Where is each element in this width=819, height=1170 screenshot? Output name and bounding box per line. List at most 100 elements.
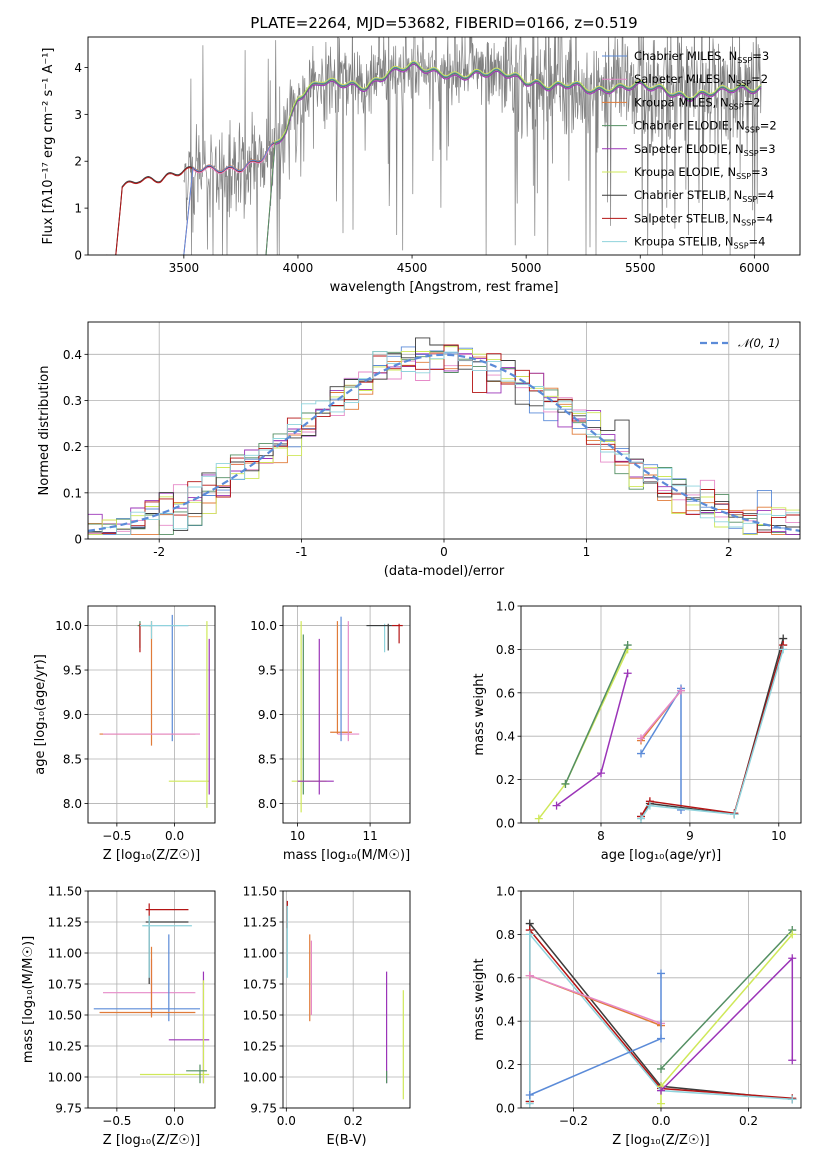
panel-age_vs_mass: 10 11 8.0 8.5 9.0 9.5 10.0 mass [log₁₀(M/M☉)] — [250, 605, 411, 863]
weight-marker-salpeter_elodie — [623, 669, 632, 678]
x-tick-label: 5000 — [511, 261, 542, 275]
legend-label: 𝒩(0, 1) — [738, 336, 780, 350]
y-tick-label: 0.1 — [63, 486, 82, 500]
x-tick-label: 10 — [771, 829, 786, 843]
weight-line-salpeter_miles — [640, 690, 682, 739]
weight-marker-salpeter_elodie — [597, 769, 605, 778]
y-tick-label: 0 — [74, 533, 82, 547]
x-tick-label: 10 — [290, 829, 305, 843]
weight-marker-salpeter_elodie — [788, 1056, 797, 1065]
y-tick-label: 0.4 — [63, 348, 82, 362]
x-tick-label: 0 — [440, 545, 448, 559]
y-tick-label: 0.4 — [496, 730, 515, 744]
y-tick-label: 0.2 — [63, 440, 82, 454]
x-tick-label: 4500 — [397, 261, 428, 275]
x-axis-label: mass [log₁₀(M/M☉)] — [283, 848, 410, 863]
weight-marker-kroupa_stelib — [645, 801, 654, 810]
x-tick-label: 0.2 — [344, 1114, 363, 1128]
weight-marker-kroupa_stelib — [730, 810, 739, 819]
x-axis-label: E(B-V) — [326, 1133, 366, 1148]
y-axis-label: mass weight — [472, 673, 487, 755]
legend-label: Kroupa ELODIE, NSSP=3 — [634, 165, 768, 181]
y-axis-label: age [log₁₀(age/yr)] — [33, 654, 48, 775]
x-tick-label: −0.5 — [102, 1114, 131, 1128]
axes-frame — [520, 605, 802, 824]
weight-line-chabrier_elodie — [660, 929, 793, 1070]
axes-frame — [520, 890, 802, 1109]
weight-marker-kroupa_elodie — [788, 930, 797, 939]
y-tick-label: 11.00 — [48, 947, 82, 961]
spectrum-model-salpeter_elodie — [265, 63, 762, 255]
x-tick-label: 0.0 — [165, 1114, 184, 1128]
legend-label: Kroupa MILES, NSSP=2 — [634, 95, 760, 111]
y-tick-label: 9.75 — [55, 1102, 82, 1116]
y-tick-label: 11.00 — [243, 947, 277, 961]
y-tick-label: 10.75 — [243, 978, 277, 992]
normal-curve — [88, 353, 800, 532]
weight-line-kroupa_stelib — [640, 649, 784, 820]
weight-marker-chabrier_miles — [525, 1090, 534, 1099]
y-tick-label: 9.0 — [258, 708, 277, 722]
weight-marker-salpeter_elodie — [657, 1086, 665, 1095]
weight-marker-kroupa_stelib — [525, 930, 534, 939]
y-tick-label: 8.0 — [258, 797, 277, 811]
weight-marker-kroupa_elodie — [534, 814, 543, 823]
y-tick-label: 1.0 — [496, 885, 515, 899]
y-tick-label: 10.0 — [55, 619, 82, 633]
x-tick-label: −0.5 — [102, 829, 131, 843]
spectrum-data-line — [183, 37, 762, 255]
axes-frame — [87, 321, 801, 540]
y-tick-label: 0.8 — [496, 928, 515, 942]
spectrum-model-chabrier_elodie — [265, 62, 762, 255]
x-axis-label: Z [log₁₀(Z/Z☉)] — [612, 1133, 709, 1148]
axes-frame — [282, 890, 411, 1109]
histogram-kroupa_stelib — [88, 351, 800, 535]
x-tick-label: 3500 — [169, 261, 200, 275]
x-tick-label: -2 — [153, 545, 165, 559]
y-tick-label: 10.0 — [250, 619, 277, 633]
x-tick-label: 8 — [597, 829, 605, 843]
panel-spectrum: 3500 4000 4500 5000 5500 6000 0 1 2 3 4 wavelength … — [41, 36, 801, 295]
y-tick-label: 4 — [74, 61, 82, 75]
weight-marker-kroupa_stelib — [788, 1095, 797, 1104]
y-tick-label: 10.75 — [48, 978, 82, 992]
y-tick-label: 9.5 — [258, 664, 277, 678]
spectrum-legend: Chabrier MILES, NSSP=3 Salpeter MILES, NS… — [602, 49, 777, 251]
spectrum-model-kroupa_elodie — [265, 60, 762, 255]
y-tick-label: 11.50 — [48, 885, 82, 899]
x-axis-label: age [log₁₀(age/yr)] — [601, 848, 722, 863]
weight-marker-kroupa_elodie — [657, 1099, 665, 1108]
x-tick-label: 9 — [686, 829, 694, 843]
axes-frame — [87, 36, 801, 256]
x-tick-label: 5500 — [625, 261, 656, 275]
panel-mass_weight_vs_Z: −0.2 0.0 0.2 0.0 0.2 0.4 0.6 0.8 1.0 Z [log₁₀(Z/Z… — [472, 885, 802, 1148]
panel-mass_vs_Z: −0.5 0.0 9.75 10.00 10.25 10.50 10.75 11.00 11.2… — [21, 885, 216, 1148]
plot-area — [88, 606, 215, 823]
y-tick-label: 0.8 — [496, 643, 515, 657]
legend-label: Salpeter MILES, NSSP=2 — [634, 72, 768, 88]
axes-frame — [282, 605, 411, 824]
panel-mass_weight_vs_age: 8 9 10 0.0 0.2 0.4 0.6 0.8 1.0 age [log₁₀(age/yr)… — [472, 600, 802, 863]
y-tick-label: 0.2 — [496, 773, 515, 787]
x-axis-label: (data-model)/error — [384, 564, 505, 579]
x-tick-label: 4000 — [283, 261, 314, 275]
y-tick-label: 0.0 — [496, 817, 515, 831]
plot-area — [521, 891, 801, 1108]
x-tick-label: −0.2 — [559, 1114, 588, 1128]
weight-line-kroupa_stelib — [529, 932, 793, 1104]
x-tick-label: 11 — [362, 829, 377, 843]
y-tick-label: 9.5 — [63, 664, 82, 678]
weight-line-salpeter_miles — [529, 974, 662, 1025]
weight-marker-kroupa_stelib — [779, 645, 788, 654]
y-tick-label: 0.2 — [496, 1058, 515, 1072]
y-tick-label: 10.50 — [243, 1009, 277, 1023]
weight-marker-chabrier_miles — [657, 1034, 665, 1043]
panel-residuals: -2 -1 0 1 2 0 0.1 0.2 0.3 0.4 (data-model)/error No… — [37, 321, 801, 579]
legend-label: Kroupa STELIB, NSSP=4 — [634, 235, 765, 251]
weight-marker-chabrier_elodie — [561, 779, 570, 788]
weight-marker-chabrier_elodie — [657, 1064, 665, 1073]
x-tick-label: 0.2 — [739, 1114, 758, 1128]
x-tick-label: 0.0 — [165, 829, 184, 843]
weight-marker-chabrier_miles — [657, 969, 665, 978]
